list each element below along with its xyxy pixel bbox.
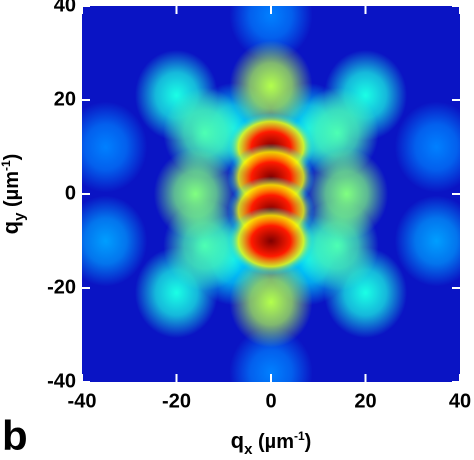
intensity-blob: [82, 101, 148, 193]
intensity-blob: [229, 256, 313, 348]
y-axis-label-part: (µm: [1, 171, 23, 213]
heatmap: [82, 6, 460, 382]
y-axis-label: qy (µm-1): [0, 154, 28, 235]
x-axis-label-part: ): [305, 431, 312, 453]
intensity-blob: [229, 40, 313, 132]
y-axis-label-part: q: [0, 221, 23, 234]
panel-label: b: [2, 412, 28, 455]
x-axis-label: qx (µm-1): [231, 428, 312, 455]
intensity-blob: [227, 206, 315, 276]
x-tick-label: -20: [162, 390, 191, 412]
y-tick-label: 40: [54, 0, 76, 16]
x-axis-label-part: x: [244, 441, 253, 455]
x-tick-label: 0: [265, 390, 276, 412]
x-axis-label-part: (µm: [252, 431, 294, 453]
x-tick-label: 20: [354, 390, 376, 412]
intensity-blob: [305, 148, 389, 240]
y-tick-label: -20: [47, 276, 76, 298]
x-axis-label-part: -1: [294, 429, 305, 443]
x-axis-label-part: q: [231, 428, 244, 453]
intensity-blob: [394, 101, 460, 193]
y-axis-label-part: y: [11, 212, 28, 221]
intensity-blob: [82, 195, 148, 287]
y-tick-label: -40: [47, 370, 76, 392]
intensity-blob: [153, 148, 237, 240]
y-tick-label: 20: [54, 88, 76, 110]
y-tick-label: 0: [65, 182, 76, 204]
x-tick-label: 40: [449, 390, 471, 412]
x-tick-label: -40: [68, 390, 97, 412]
intensity-blob: [394, 195, 460, 287]
y-axis-label-part: -1: [0, 160, 13, 171]
y-axis-label-part: ): [1, 154, 23, 161]
